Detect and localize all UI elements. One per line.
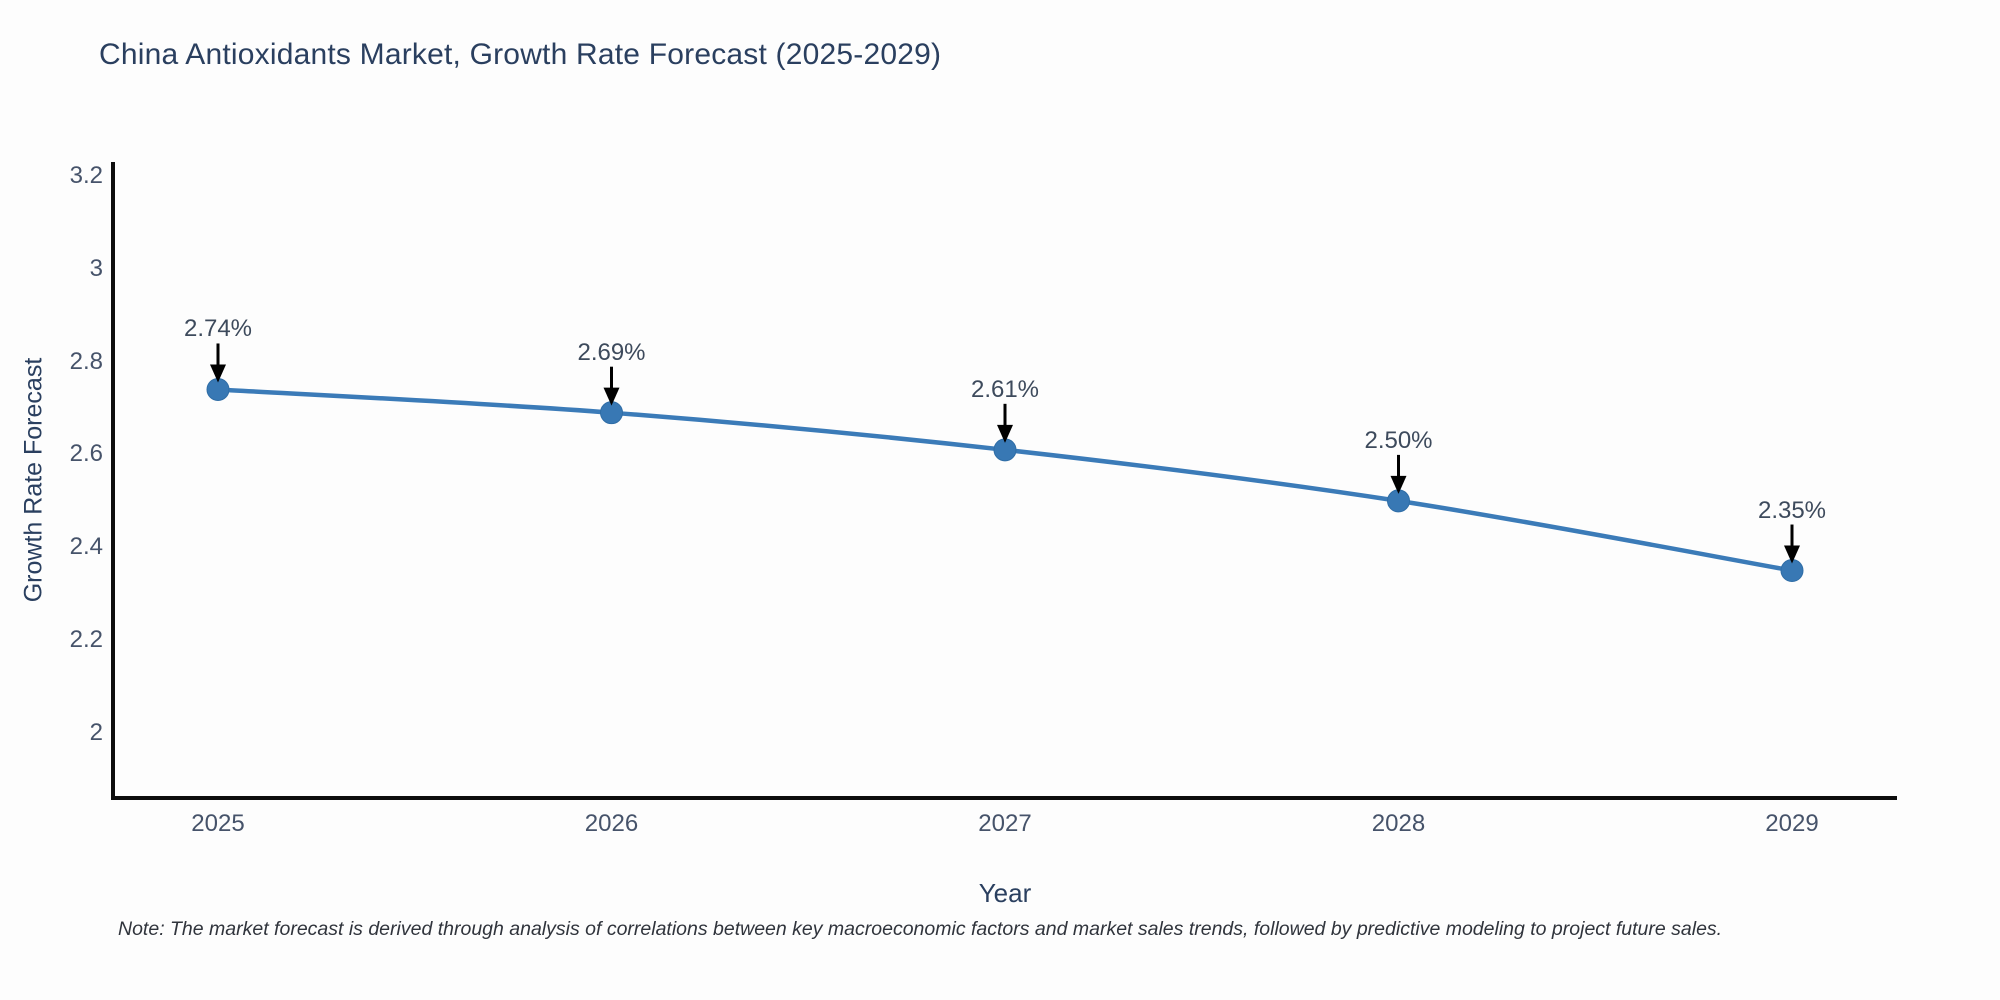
annotation-arrow-head: [603, 387, 620, 406]
annotation-arrow-head: [997, 424, 1013, 443]
chart-title: China Antioxidants Market, Growth Rate F…: [99, 38, 942, 71]
y-tick-label: 2.2: [69, 626, 103, 654]
annotation-arrow-head: [210, 364, 226, 383]
annotation-arrow-head: [1390, 475, 1407, 494]
x-tick-label: 2029: [1765, 810, 1819, 837]
x-tick-label: 2027: [978, 810, 1032, 837]
y-tick-label: 2.8: [69, 347, 103, 375]
y-tick-label: 2.4: [69, 533, 103, 561]
x-tick-label: 2025: [191, 810, 245, 837]
x-tick-label: 2026: [584, 810, 639, 837]
y-tick-label: 2: [89, 719, 103, 746]
y-tick-label: 3: [89, 254, 103, 282]
point-value-annotation: 2.69%: [577, 338, 646, 366]
annotation-arrow-head: [1784, 545, 1800, 564]
point-value-annotation: 2.50%: [1364, 426, 1433, 454]
y-tick-label: 2.6: [69, 440, 103, 468]
point-value-annotation: 2.35%: [1757, 496, 1827, 524]
x-tick-label: 2028: [1371, 810, 1426, 837]
chart-footnote: Note: The market forecast is derived thr…: [118, 918, 1723, 940]
y-tick-label: 3.2: [69, 161, 103, 189]
x-axis-title: Year: [978, 878, 1032, 908]
point-value-annotation: 2.61%: [970, 375, 1040, 403]
point-value-annotation: 2.74%: [183, 315, 253, 343]
